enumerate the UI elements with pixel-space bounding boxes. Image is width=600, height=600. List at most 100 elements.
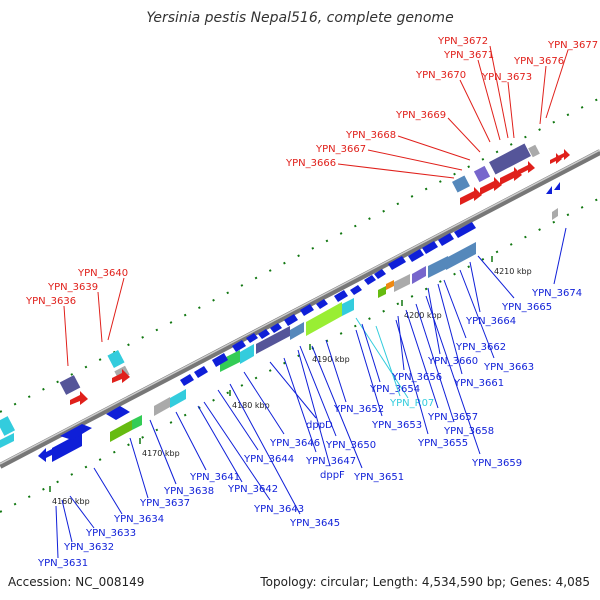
gene-arrow-blue	[438, 233, 454, 246]
gene-label[interactable]: YPN_3658	[443, 426, 494, 437]
gene-callout-line	[107, 277, 125, 341]
gene-label[interactable]: YPN_3632	[63, 542, 114, 553]
gene-label[interactable]: YPN_3631	[37, 558, 88, 569]
gene-label[interactable]: YPN_3640	[77, 268, 128, 279]
gene-callout-line	[397, 315, 405, 371]
gene-label[interactable]: YPN_3634	[113, 514, 164, 525]
gene-callout-line	[375, 325, 401, 397]
inner-dot-ring	[0, 197, 600, 513]
gene-label[interactable]: YPN_3636	[25, 296, 76, 307]
gene-box	[428, 256, 448, 278]
gene-box	[378, 286, 386, 298]
gene-label[interactable]: YPN_3662	[455, 342, 506, 353]
gene-arrow-blue	[52, 432, 82, 462]
kbp-tick-label: 4190 kbp	[312, 355, 350, 364]
gene-label[interactable]: YPN_3653	[371, 420, 422, 431]
gene-callout-line	[283, 357, 317, 453]
gene-label[interactable]: YPN_3652	[333, 404, 384, 415]
gene-arrow-blue	[408, 249, 424, 262]
genome-backbone-highlight	[0, 149, 600, 465]
gene-label[interactable]: YPN_3671	[443, 50, 494, 61]
gene-label[interactable]: YPN_3654	[369, 384, 420, 395]
gene-callout-line	[337, 163, 455, 179]
kbp-ticks: 4160 kbp 4170 kbp 4180 kbp 4190 kbp 4200 kbp…	[49, 256, 532, 506]
gene-arrow-red	[558, 149, 570, 160]
gene-label[interactable]: YPN_3643	[253, 504, 304, 515]
gene-box	[552, 208, 558, 220]
gene-label[interactable]: YPN_3666	[285, 158, 336, 169]
gene-callout-line	[269, 361, 317, 419]
gene-callout-line	[63, 305, 69, 367]
gene-callout-line	[61, 499, 73, 543]
gene-callout-line	[175, 411, 207, 471]
gene-label[interactable]: YPN_3639	[47, 282, 98, 293]
gene-label[interactable]: YPN_3641	[189, 472, 240, 483]
gene-label[interactable]: YPN_3650	[325, 440, 376, 451]
topology-text: Topology: circular; Length: 4,534,590 bp…	[259, 575, 590, 589]
gene-label[interactable]: YPN_3647	[305, 456, 356, 467]
gene-label[interactable]: YPN_3660	[427, 356, 478, 367]
gene-callout-line	[415, 303, 455, 423]
gene-label[interactable]: YPN_3644	[243, 454, 294, 465]
gene-callout-line	[55, 505, 59, 559]
gene-callout-line	[477, 59, 501, 141]
gene-label[interactable]: YPN_R07	[389, 398, 434, 409]
gene-label[interactable]: YPN_3655	[417, 438, 468, 449]
gene-label[interactable]: YPN_3637	[139, 498, 190, 509]
gene-arrow-blue	[270, 323, 282, 333]
gene-callout-line	[325, 339, 347, 403]
gene-label[interactable]: YPN_3672	[437, 36, 488, 47]
gene-label[interactable]: YPN_3661	[453, 378, 504, 389]
gene-box	[412, 266, 426, 284]
gene-label[interactable]: YPN_3646	[269, 438, 320, 449]
gene-callout-line	[539, 65, 547, 125]
gene-callout-line	[507, 81, 515, 139]
gene-label[interactable]: YPN_3670	[415, 70, 466, 81]
gene-callout-line	[437, 283, 463, 375]
gene-label[interactable]: YPN_3676	[513, 56, 564, 67]
gene-label[interactable]: YPN_3651	[353, 472, 404, 483]
gene-label[interactable]: YPN_3642	[227, 484, 278, 495]
map-title: Yersinia pestis Nepal516, complete genom…	[146, 10, 453, 26]
gene-arrow-red	[518, 161, 535, 175]
gene-box	[107, 350, 125, 368]
gene-label[interactable]: YPN_3673	[481, 72, 532, 83]
gene-box	[0, 433, 14, 448]
gene-box	[452, 175, 470, 193]
gene-box	[220, 350, 240, 372]
gene-box	[446, 242, 476, 270]
gene-box	[342, 298, 354, 316]
kbp-tick-label: 4200 kbp	[404, 311, 442, 320]
gene-arrow-blue	[316, 299, 328, 309]
gene-callout-line	[129, 437, 149, 499]
gene-callout-line	[489, 45, 509, 139]
gene-label[interactable]: YPN_3645	[289, 518, 340, 529]
gene-label[interactable]: YPN_3664	[465, 316, 516, 327]
gene-box	[394, 274, 410, 292]
gene-arrow-red	[500, 167, 522, 185]
gene-callout-line	[395, 319, 429, 435]
gene-box	[240, 344, 254, 364]
gene-label[interactable]: YPN_3656	[391, 372, 442, 383]
gene-callout-line	[311, 345, 363, 469]
gene-label[interactable]: YPN_3668	[345, 130, 396, 141]
gene-label[interactable]: YPN_3669	[395, 110, 446, 121]
gene-box	[489, 143, 531, 175]
gene-label[interactable]: YPN_3677	[547, 40, 598, 51]
gene-label[interactable]: YPN_3633	[85, 528, 136, 539]
gene-arrow-red	[70, 391, 88, 405]
gene-label[interactable]: YPN_3674	[531, 288, 582, 299]
kbp-tick-label: 4160 kbp	[52, 497, 90, 506]
gene-arrow-blue	[284, 314, 298, 326]
gene-label[interactable]: YPN_3663	[483, 362, 534, 373]
gene-label[interactable]: YPN_3665	[501, 302, 552, 313]
gene-box	[59, 375, 81, 395]
gene-label[interactable]: YPN_3667	[315, 144, 366, 155]
gene-label[interactable]: dppF	[320, 470, 345, 481]
kbp-tick-label: 4180 kbp	[232, 401, 270, 410]
gene-label[interactable]: dppD	[306, 420, 333, 431]
gene-label[interactable]: YPN_3638	[163, 486, 214, 497]
gene-label[interactable]: YPN_3659	[471, 458, 522, 469]
gene-callout-line	[425, 295, 481, 455]
